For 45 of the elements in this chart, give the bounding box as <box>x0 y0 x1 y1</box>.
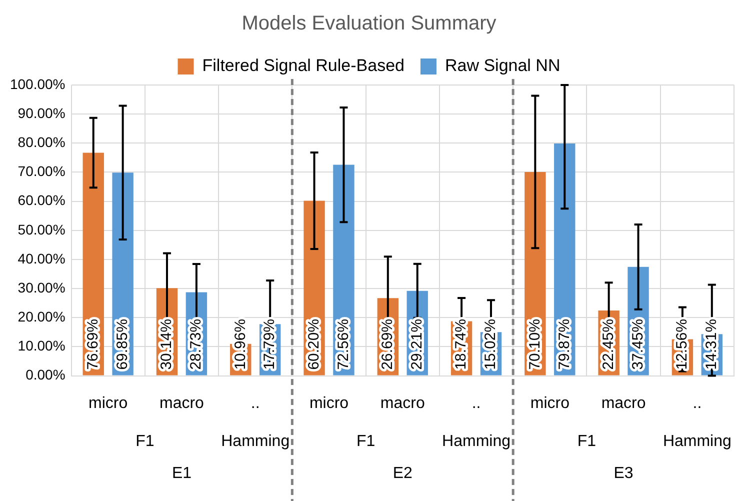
x-tick-label: .. <box>250 394 260 412</box>
data-label: 29.21% <box>408 318 426 370</box>
y-tick-label: 90.00% <box>18 104 66 121</box>
y-tick-label: 60.00% <box>18 192 66 208</box>
y-tick-label: 40.00% <box>18 250 66 266</box>
legend-label: Raw Signal NN <box>444 56 560 76</box>
data-label: 37.45% <box>629 318 646 370</box>
legend-label: Filtered Signal Rule-Based <box>202 56 404 76</box>
y-tick-label: 80.00% <box>18 134 66 150</box>
text: Hamming <box>221 433 290 450</box>
chart-title: Models Evaluation Summary <box>242 12 496 35</box>
text: Hamming <box>442 433 511 450</box>
text: F1 <box>136 433 154 450</box>
x-tick-label: macro <box>380 394 425 412</box>
x-tick-label: micro <box>88 394 128 412</box>
y-tick-label: 20.00% <box>18 308 66 324</box>
data-label: 70.10% <box>526 318 544 370</box>
x-tick-label: macro <box>159 394 204 412</box>
text: E3 <box>614 465 634 482</box>
data-label: 72.56% <box>334 318 352 370</box>
text: F1 <box>577 433 596 450</box>
text: Hamming <box>662 433 732 450</box>
y-tick-label: 70.00% <box>18 163 66 180</box>
x-tick-label: .. <box>692 394 702 412</box>
data-label: 30.14% <box>158 318 176 370</box>
data-label: 79.87% <box>556 318 573 370</box>
data-label: 22.45% <box>600 318 617 370</box>
text: F1 <box>356 433 376 450</box>
data-label: 60.20% <box>305 318 322 370</box>
data-label: 76.69% <box>84 318 102 370</box>
text: E2 <box>392 465 413 482</box>
y-tick-label: 10.00% <box>18 338 66 354</box>
y-tick-label: 100.00% <box>10 76 66 92</box>
data-label: 26.69% <box>379 318 396 370</box>
x-tick-label: micro <box>309 394 349 412</box>
y-tick-label: 30.00% <box>18 279 66 296</box>
x-tick-label: .. <box>472 394 481 412</box>
data-label: 69.85% <box>114 318 131 370</box>
text: E1 <box>172 465 192 482</box>
data-label: 28.73% <box>188 318 205 370</box>
x-tick-label: micro <box>530 394 570 412</box>
y-tick-label: 0.00% <box>26 366 66 383</box>
y-tick-label: 50.00% <box>18 221 66 238</box>
data-label: 10.96% <box>232 318 249 370</box>
x-tick-label: macro <box>601 394 646 412</box>
